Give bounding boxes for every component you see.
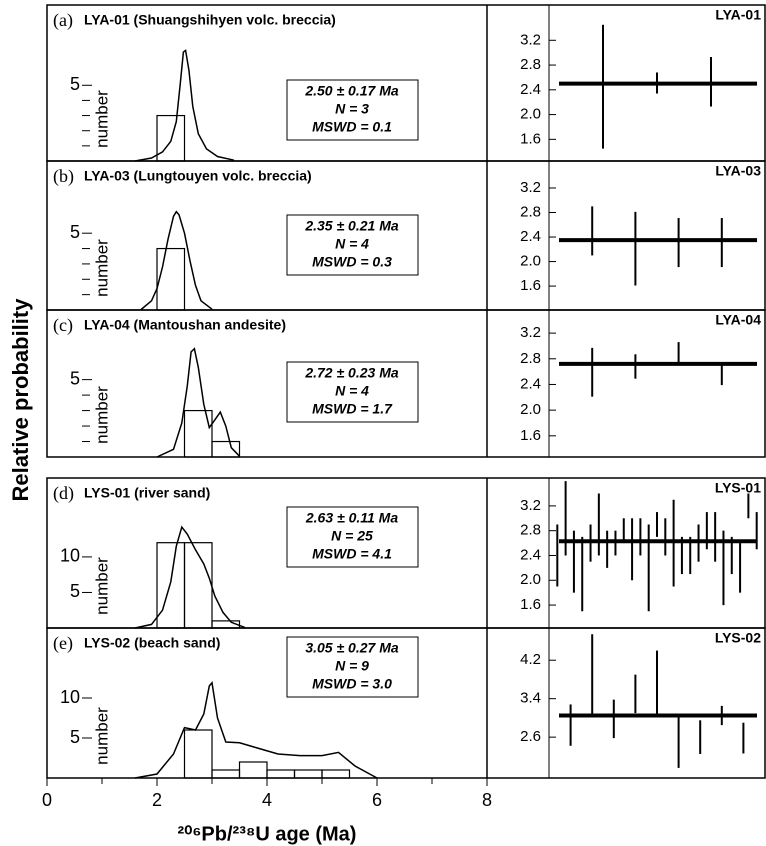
result-text: N = 25 [331,528,373,544]
result-text: N = 3 [335,101,369,117]
y-axis-label: number [92,707,111,765]
x-tick-label: 8 [482,790,492,810]
y-tick-label: 2.8 [520,56,541,73]
histogram-bar [156,542,186,629]
x-axis-label: ²⁰⁶Pb/²³⁸U age (Ma) [178,823,357,845]
panel-letter: (e) [53,633,73,654]
histogram-bar [321,769,351,779]
result-text: N = 4 [335,383,369,399]
result-text: N = 9 [335,658,369,674]
y-tick-label: 2.8 [520,203,541,220]
y-tick-label: 2.6 [520,728,541,745]
y-tick-label: 3.2 [520,324,541,341]
y-tick-label: 2.4 [520,375,541,392]
panel-frame [46,627,766,779]
result-text: N = 4 [335,236,369,252]
y-tick-label: 1.6 [520,277,541,294]
probability-curve [156,347,241,458]
x-tick-label: 0 [42,790,52,810]
sample-label: LYA-04 [715,312,761,328]
y-axis-label: number [92,386,111,444]
y-axis-label: number [92,90,111,148]
panel-title: LYA-01 (Shuangshihyen volc. breccia) [84,12,336,28]
panel-letter: (c) [53,315,73,336]
probability-curve [134,49,235,162]
y-tick-label: 2.0 [520,106,541,123]
histogram-bar [183,409,213,458]
sample-label: LYS-01 [715,480,761,496]
panel-frame [46,309,766,458]
y-tick-label: 4.2 [520,651,541,668]
y-tick-label: 2.8 [520,350,541,367]
histogram-bar [211,440,241,458]
y-tick-label: 2.4 [520,81,541,98]
panel-letter: (b) [53,166,74,187]
y-tick-label: 2.0 [520,253,541,270]
y-axis-label: number [92,239,111,297]
y-tick-label: 3.2 [520,179,541,196]
y-tick-label: 5 [70,368,80,388]
histogram-bar [293,769,323,779]
histogram-bar [211,769,241,779]
result-text: 2.63 ± 0.11 Ma [305,510,398,526]
panel-title: LYS-02 (beach sand) [84,635,220,651]
sample-label: LYA-03 [715,163,761,179]
result-text: MSWD = 3.0 [312,676,392,692]
y-tick-label: 5 [70,222,80,242]
result-box [286,506,419,568]
y-tick-label: 2.8 [520,522,541,539]
panel-letter: (a) [53,10,73,31]
panel-title: LYA-03 (Lungtouyen volc. breccia) [84,168,312,184]
result-text: 2.72 ± 0.23 Ma [304,365,399,381]
sample-label: LYA-01 [715,7,761,23]
y-tick-label: 2.0 [520,571,541,588]
y-tick-label: 2.4 [520,228,541,245]
result-text: 2.35 ± 0.21 Ma [304,218,399,234]
y-tick-label: 5 [70,727,80,747]
panel-title: LYA-04 (Mantoushan andesite) [84,317,286,333]
y-tick-label: 5 [70,74,80,94]
result-box [286,214,419,276]
x-tick-label: 2 [152,790,162,810]
result-text: MSWD = 4.1 [312,546,392,562]
x-tick-label: 4 [262,790,272,810]
sample-label: LYS-02 [715,630,761,646]
probability-curve [134,681,378,779]
y-tick-label: 1.6 [520,427,541,444]
result-box [286,361,419,423]
result-box [286,636,419,698]
y-tick-label: 10 [60,546,80,566]
y-tick-label: 3.2 [520,31,541,48]
histogram-bar [183,729,213,779]
result-text: MSWD = 1.7 [312,401,393,417]
histogram-bar [156,114,186,162]
result-text: 3.05 ± 0.27 Ma [305,640,399,656]
y-tick-label: 1.6 [520,596,541,613]
x-tick-label: 6 [372,790,382,810]
y-tick-label: 3.2 [520,497,541,514]
panel-title: LYS-01 (river sand) [84,485,210,501]
y-tick-label: 10 [60,687,80,707]
result-text: MSWD = 0.1 [312,119,392,135]
probability-curve [134,525,246,629]
result-text: MSWD = 0.3 [312,254,392,270]
y-axis-label: Relative probability [8,298,33,502]
probability-curve [140,210,213,311]
y-tick-label: 3.4 [520,690,541,707]
panel-letter: (d) [53,483,74,504]
y-tick-label: 2.0 [520,401,541,418]
y-tick-label: 2.4 [520,546,541,563]
y-tick-label: 1.6 [520,130,541,147]
result-box [286,79,419,141]
y-axis-label: number [92,557,111,615]
result-text: 2.50 ± 0.17 Ma [304,83,399,99]
histogram-bar [238,761,268,779]
histogram-bar [156,247,186,311]
histogram-bar [266,769,296,779]
y-tick-label: 5 [70,581,80,601]
